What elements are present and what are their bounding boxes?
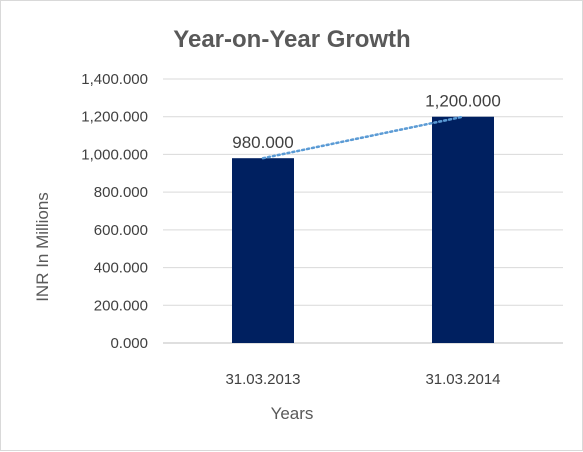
y-tick-label: 1,000.000: [81, 146, 148, 163]
bars: [232, 116, 494, 343]
data-label: 980.000: [232, 133, 293, 152]
data-labels: 980.000 1,200.000: [232, 92, 501, 152]
y-tick-label: 1,200.000: [81, 109, 148, 126]
y-axis-ticks: 0.000 200.000 400.000 600.000 800.000 1,000.0…: [81, 71, 148, 352]
bar: [232, 158, 294, 343]
y-tick-label: 400.000: [94, 260, 148, 277]
y-tick-label: 800.000: [94, 184, 148, 201]
gridlines: [163, 78, 563, 344]
y-tick-label: 1,400.000: [81, 71, 148, 88]
y-axis-label: INR In Millions: [33, 192, 52, 302]
chart-title: Year-on-Year Growth: [173, 26, 410, 53]
bar: [432, 116, 494, 343]
trendline: [261, 115, 465, 160]
x-tick-label: 31.03.2014: [425, 371, 500, 388]
x-tick-label: 31.03.2013: [225, 371, 300, 388]
y-tick-label: 600.000: [94, 222, 148, 239]
trendline-layer: [261, 115, 465, 160]
data-label: 1,200.000: [425, 92, 501, 111]
x-axis-label: Years: [271, 404, 314, 423]
y-tick-label: 0.000: [110, 335, 148, 352]
x-axis-ticks: 31.03.2013 31.03.2014: [225, 371, 500, 388]
y-tick-label: 200.000: [94, 297, 148, 314]
